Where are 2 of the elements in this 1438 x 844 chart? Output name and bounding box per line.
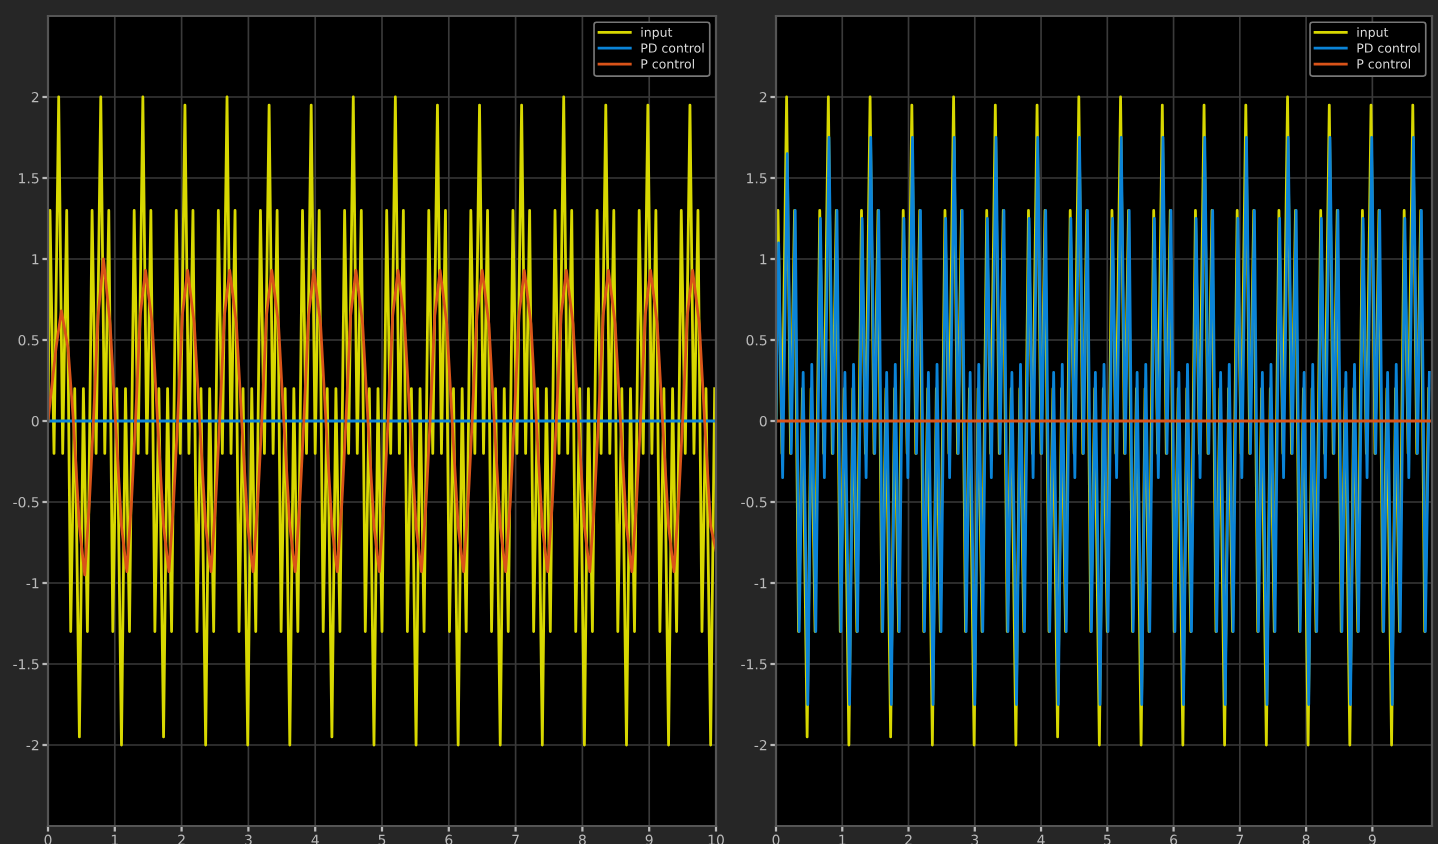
line-series [48, 95, 716, 747]
line-series [48, 257, 716, 577]
